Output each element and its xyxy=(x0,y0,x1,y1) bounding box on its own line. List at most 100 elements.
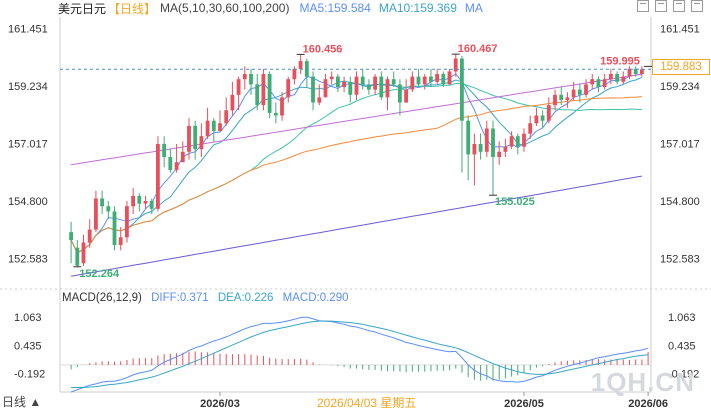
period-tab[interactable]: 日线 ▲ xyxy=(2,395,42,409)
ma200-line xyxy=(71,175,642,277)
candle-body-26 xyxy=(230,94,235,111)
candle-body-55 xyxy=(410,76,415,90)
candle-body-83 xyxy=(584,84,588,95)
candle-body-34 xyxy=(280,97,284,116)
candle-body-88 xyxy=(615,74,619,82)
candle-body-28 xyxy=(242,74,247,80)
annotation-label-3: 155.025 xyxy=(495,196,535,208)
price-tick-left-0: 161.451 xyxy=(8,24,48,36)
candle-body-61 xyxy=(447,71,452,85)
window-icon[interactable] xyxy=(691,0,703,12)
candle-body-52 xyxy=(391,79,396,85)
toolbar xyxy=(637,0,703,12)
macd-settings-label[interactable]: MACD(26,12,9) xyxy=(62,292,142,304)
candle-body-40 xyxy=(317,97,322,103)
price-tick-left-4: 152.583 xyxy=(8,254,48,266)
candle-body-29 xyxy=(249,74,253,85)
candle-body-6 xyxy=(106,206,111,212)
candle-body-31 xyxy=(261,74,266,106)
expand-icon[interactable] xyxy=(655,0,667,12)
candle-body-43 xyxy=(336,76,340,87)
candle-body-60 xyxy=(441,74,446,85)
candle-body-22 xyxy=(205,120,210,137)
annotation-label-0: 160.456 xyxy=(303,43,343,55)
macd-tick-left-2: -0.192 xyxy=(14,369,45,381)
candle-body-82 xyxy=(577,89,582,95)
candle-body-14 xyxy=(156,144,160,209)
macd-tick-left-0: 1.063 xyxy=(14,312,42,324)
candle-body-62 xyxy=(453,58,458,72)
candle-body-2 xyxy=(81,242,86,264)
candle-body-39 xyxy=(311,76,315,103)
candle-body-11 xyxy=(137,195,142,204)
candle-body-57 xyxy=(422,76,427,85)
macd-tick-right-1: 0.435 xyxy=(668,340,696,352)
current-price-badge: 159.883 xyxy=(652,59,710,75)
annotation-label-1: 160.467 xyxy=(458,43,498,55)
annotation-label-4: 152.264 xyxy=(79,268,120,280)
watermark: 1QH.CN xyxy=(590,367,695,397)
candle-body-73 xyxy=(522,133,526,147)
candle-body-56 xyxy=(416,76,421,85)
candle-body-30 xyxy=(255,84,260,106)
annotation-label-2: 159.995 xyxy=(600,55,640,67)
price-tick-right-0: 161.451 xyxy=(660,24,700,36)
x-tick-label-1: 2026/05 xyxy=(504,398,544,410)
ma10-value: MA10:159.369 xyxy=(378,1,457,15)
dea-value: DEA:0.226 xyxy=(217,292,274,304)
candle-body-69 xyxy=(497,151,502,157)
candle-body-68 xyxy=(491,128,495,157)
diff-line xyxy=(70,316,649,393)
candle-body-18 xyxy=(180,151,185,163)
symbol-label: 美元日元 xyxy=(58,1,107,16)
candle-body-12 xyxy=(143,201,148,204)
price-tick-left-1: 159.234 xyxy=(8,81,48,93)
candle-body-15 xyxy=(162,144,166,157)
candle-body-78 xyxy=(553,94,557,106)
candle-body-37 xyxy=(298,61,303,69)
macd-value: MACD:0.290 xyxy=(282,292,349,304)
compare-icon[interactable] xyxy=(673,0,685,12)
grid-icon[interactable] xyxy=(637,0,649,12)
macd-tick-right-0: 1.063 xyxy=(668,312,696,324)
x-tick-label-2: 2026/06 xyxy=(628,398,668,410)
candle-body-75 xyxy=(534,115,539,124)
candle-body-42 xyxy=(329,76,334,80)
candle-body-50 xyxy=(379,76,384,98)
candle-body-21 xyxy=(199,136,204,150)
candle-body-51 xyxy=(385,79,390,98)
candle-body-81 xyxy=(571,89,576,98)
period-label[interactable]: 【日线】 xyxy=(108,1,157,16)
candle-body-72 xyxy=(515,136,520,147)
candle-body-23 xyxy=(211,120,216,132)
ma5-value: MA5:159.584 xyxy=(299,1,371,15)
ma-settings-label[interactable]: MA(5,10,30,60,100,200) xyxy=(160,1,290,15)
price-tick-right-2: 157.017 xyxy=(660,139,700,151)
candle-body-65 xyxy=(472,144,477,155)
candle-body-64 xyxy=(466,120,471,155)
candle-body-58 xyxy=(429,76,433,82)
candle-body-85 xyxy=(596,79,601,87)
candle-body-47 xyxy=(360,76,365,85)
price-tick-right-3: 154.800 xyxy=(660,196,700,208)
candle-body-86 xyxy=(602,79,607,87)
candle-body-79 xyxy=(559,94,564,100)
candle-body-32 xyxy=(267,74,272,113)
candle-body-35 xyxy=(286,79,291,98)
candle-body-8 xyxy=(118,237,123,246)
candle-body-45 xyxy=(348,81,353,95)
candle-body-4 xyxy=(94,198,98,230)
price-tick-left-2: 157.017 xyxy=(8,139,48,151)
candle-body-77 xyxy=(546,105,551,121)
candle-body-49 xyxy=(373,76,377,90)
candle-body-84 xyxy=(590,79,595,85)
diff-value: DIFF:0.371 xyxy=(151,292,209,304)
candle-body-5 xyxy=(100,198,104,207)
candle-body-9 xyxy=(125,206,129,238)
price-tick-right-1: 159.234 xyxy=(660,81,700,93)
ma60-line xyxy=(70,96,642,254)
candle-body-63 xyxy=(460,58,464,121)
candle-body-7 xyxy=(112,211,117,246)
crosshair-date-label: 2026/04/03 星期五 xyxy=(317,396,417,410)
candle-body-19 xyxy=(187,125,191,152)
